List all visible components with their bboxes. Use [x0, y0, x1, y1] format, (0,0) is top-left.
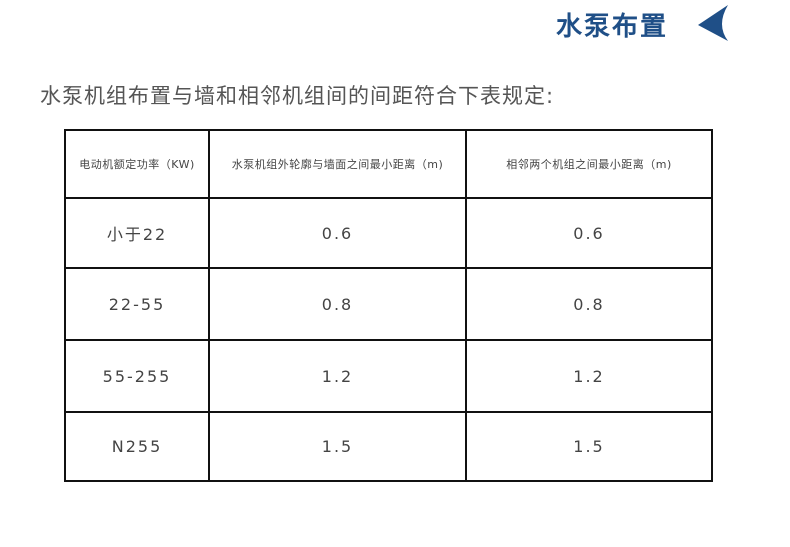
- cell-power: 22-55: [64, 267, 210, 341]
- cell-wall: 0.6: [208, 197, 467, 269]
- table-row: 22-55 0.8 0.8: [64, 267, 713, 341]
- cell-wall: 1.2: [208, 339, 467, 413]
- section-title: 水泵布置: [556, 12, 669, 42]
- header-power: 电动机额定功率（KW): [64, 129, 210, 199]
- table-row: 55-255 1.2 1.2: [64, 339, 713, 413]
- cell-unit: 0.6: [465, 197, 713, 269]
- spacing-table: 电动机额定功率（KW) 水泵机组外轮廓与墙面之间最小距离（m) 相邻两个机组之间…: [64, 129, 713, 482]
- cell-unit: 0.8: [465, 267, 713, 341]
- cell-wall: 1.5: [208, 411, 467, 482]
- cell-power: 55-255: [64, 339, 210, 413]
- cell-wall: 0.8: [208, 267, 467, 341]
- table-row: 小于22 0.6 0.6: [64, 197, 713, 269]
- header-wall-distance: 水泵机组外轮廓与墙面之间最小距离（m): [208, 129, 467, 199]
- intro-text: 水泵机组布置与墙和相邻机组间的间距符合下表规定:: [40, 84, 555, 108]
- table-header-row: 电动机额定功率（KW) 水泵机组外轮廓与墙面之间最小距离（m) 相邻两个机组之间…: [64, 129, 713, 199]
- cell-power: 小于22: [64, 197, 210, 269]
- cell-unit: 1.2: [465, 339, 713, 413]
- header-unit-distance: 相邻两个机组之间最小距离（m): [465, 129, 713, 199]
- cell-unit: 1.5: [465, 411, 713, 482]
- cell-power: N255: [64, 411, 210, 482]
- left-arrow-icon: [698, 5, 728, 41]
- table-row: N255 1.5 1.5: [64, 411, 713, 482]
